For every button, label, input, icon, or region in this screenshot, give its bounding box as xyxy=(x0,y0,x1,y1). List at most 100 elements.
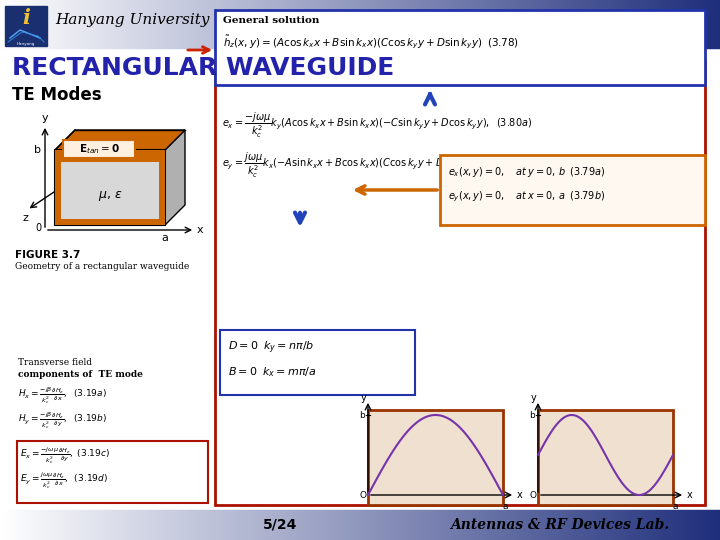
Bar xyxy=(485,0,486,48)
Bar xyxy=(84,0,85,48)
Bar xyxy=(177,510,178,540)
Bar xyxy=(364,0,365,48)
Bar xyxy=(39,0,40,48)
Bar xyxy=(10,510,11,540)
Bar xyxy=(182,0,183,48)
Bar xyxy=(74,0,75,48)
Bar xyxy=(240,510,241,540)
Bar xyxy=(618,0,619,48)
Bar xyxy=(151,510,152,540)
Bar xyxy=(503,510,504,540)
Bar xyxy=(32,510,33,540)
Bar xyxy=(355,0,356,48)
Bar xyxy=(596,510,597,540)
Bar xyxy=(135,510,136,540)
Bar xyxy=(262,0,263,48)
Text: a: a xyxy=(161,233,168,243)
Bar xyxy=(609,510,610,540)
Bar xyxy=(163,0,164,48)
Bar xyxy=(463,510,464,540)
Bar xyxy=(595,0,596,48)
Bar xyxy=(368,510,369,540)
Bar xyxy=(393,510,394,540)
Bar xyxy=(655,0,656,48)
Bar xyxy=(147,510,148,540)
Bar xyxy=(123,510,124,540)
Bar xyxy=(15,510,16,540)
Bar xyxy=(285,510,286,540)
Bar xyxy=(23,510,24,540)
Bar xyxy=(492,0,493,48)
Bar xyxy=(482,0,483,48)
Bar xyxy=(101,510,102,540)
Bar xyxy=(624,0,625,48)
Bar xyxy=(667,0,668,48)
Bar xyxy=(271,0,272,48)
Bar xyxy=(656,0,657,48)
Bar xyxy=(716,510,717,540)
Bar xyxy=(279,510,280,540)
Bar xyxy=(174,0,175,48)
Bar xyxy=(520,0,521,48)
Bar xyxy=(553,0,554,48)
Bar xyxy=(648,510,649,540)
Bar xyxy=(329,510,330,540)
Bar xyxy=(605,510,606,540)
Bar xyxy=(60,510,61,540)
Bar xyxy=(502,0,503,48)
Bar xyxy=(212,510,213,540)
Bar xyxy=(252,0,253,48)
Bar xyxy=(409,510,410,540)
Bar xyxy=(85,0,86,48)
Bar xyxy=(593,510,594,540)
Bar xyxy=(16,510,17,540)
Bar xyxy=(81,0,82,48)
Bar xyxy=(594,0,595,48)
Bar xyxy=(95,510,96,540)
Bar xyxy=(272,0,273,48)
Bar xyxy=(716,0,717,48)
Bar xyxy=(68,510,69,540)
Bar xyxy=(468,510,469,540)
Bar xyxy=(286,0,287,48)
Bar xyxy=(165,510,166,540)
Bar xyxy=(140,510,141,540)
Bar xyxy=(7,0,8,48)
Bar xyxy=(557,510,558,540)
Bar xyxy=(557,0,558,48)
Bar xyxy=(422,510,423,540)
Bar xyxy=(194,0,195,48)
Bar xyxy=(572,510,573,540)
Bar xyxy=(338,510,339,540)
Bar xyxy=(119,0,120,48)
Bar xyxy=(207,510,208,540)
Bar xyxy=(4,0,5,48)
Bar xyxy=(571,0,572,48)
Bar xyxy=(558,510,559,540)
Bar xyxy=(494,0,495,48)
Bar xyxy=(161,510,162,540)
Bar xyxy=(521,0,522,48)
Bar xyxy=(228,510,229,540)
Bar xyxy=(8,0,9,48)
Bar xyxy=(554,0,555,48)
Bar xyxy=(286,510,287,540)
Bar xyxy=(613,510,614,540)
Bar xyxy=(449,510,450,540)
Bar xyxy=(307,0,308,48)
Text: x: x xyxy=(197,225,204,235)
Bar xyxy=(138,0,139,48)
Bar xyxy=(268,510,269,540)
Bar xyxy=(87,510,88,540)
Bar xyxy=(524,0,525,48)
Bar xyxy=(219,0,220,48)
Text: y: y xyxy=(530,393,536,403)
Bar xyxy=(254,0,255,48)
Bar xyxy=(394,0,395,48)
Bar xyxy=(113,0,114,48)
Bar xyxy=(296,510,297,540)
Bar xyxy=(311,510,312,540)
Bar xyxy=(497,510,498,540)
Bar xyxy=(512,0,513,48)
Bar xyxy=(718,0,719,48)
